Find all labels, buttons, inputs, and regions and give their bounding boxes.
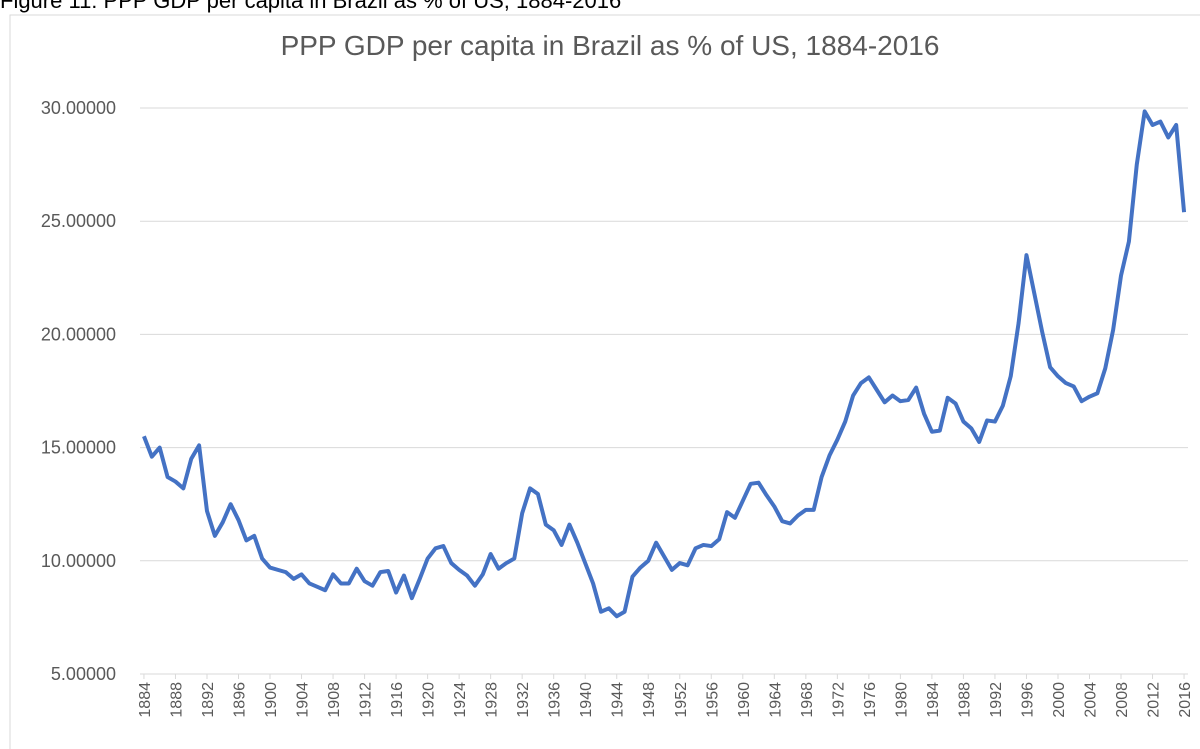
x-tick-label: 1932	[515, 682, 532, 718]
x-tick-label: 2004	[1083, 682, 1100, 718]
x-tick-label: 2008	[1114, 682, 1131, 718]
y-tick-label: 20.00000	[41, 324, 116, 344]
x-tick-label: 1976	[862, 682, 879, 718]
y-tick-label: 30.00000	[41, 98, 116, 118]
x-tick-label: 1992	[988, 682, 1005, 718]
y-tick-label: 15.00000	[41, 438, 116, 458]
x-tick-label: 1908	[326, 682, 343, 718]
y-tick-label: 10.00000	[41, 551, 116, 571]
chart-frame	[9, 14, 1200, 749]
chart-title: PPP GDP per capita in Brazil as % of US,…	[281, 30, 940, 61]
x-tick-label: 1956	[704, 682, 721, 718]
x-tick-label: 1936	[547, 682, 564, 718]
x-tick-label: 1988	[956, 682, 973, 718]
x-tick-label: 1972	[830, 682, 847, 718]
caption: Figure 11: PPP GDP per capita in Brazil …	[0, 0, 621, 13]
x-tick-label: 1948	[641, 682, 658, 718]
x-tick-label: 1924	[452, 682, 469, 718]
x-tick-label: 1980	[893, 682, 910, 718]
y-tick-label: 5.00000	[51, 664, 116, 684]
x-tick-label: 1888	[168, 682, 185, 718]
x-tick-label: 1928	[484, 682, 501, 718]
x-tick-label: 1964	[767, 682, 784, 718]
x-tick-label: 1892	[200, 682, 217, 718]
x-tick-label: 1900	[263, 682, 280, 718]
x-tick-label: 1912	[358, 682, 375, 718]
x-tick-label: 1968	[799, 682, 816, 718]
x-tick-label: 1960	[736, 682, 753, 718]
x-tick-label: 1920	[421, 682, 438, 718]
x-tick-label: 2016	[1177, 682, 1194, 718]
x-tick-label: 1904	[295, 682, 312, 718]
x-tick-label: 1944	[610, 682, 627, 718]
data-line	[142, 109, 1187, 619]
x-tick-label: 1884	[137, 682, 154, 718]
x-tick-label: 1952	[673, 682, 690, 718]
x-tick-label: 1916	[389, 682, 406, 718]
x-tick-label: 2012	[1146, 682, 1163, 718]
y-tick-label: 25.00000	[41, 211, 116, 231]
x-tick-label: 1996	[1019, 682, 1036, 718]
x-tick-label: 1896	[231, 682, 248, 718]
x-tick-label: 2000	[1051, 682, 1068, 718]
x-tick-label: 1940	[578, 682, 595, 718]
x-tick-label: 1984	[925, 682, 942, 718]
